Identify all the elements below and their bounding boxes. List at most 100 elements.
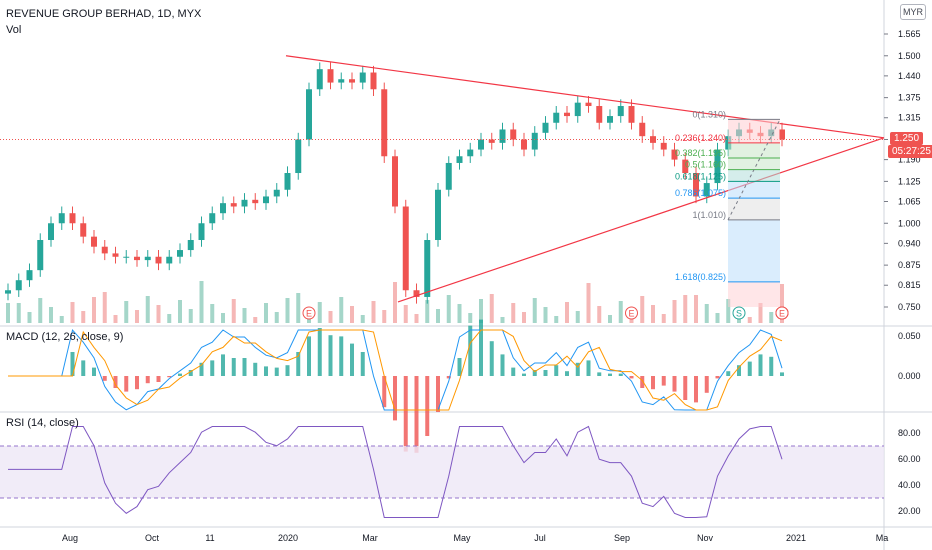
candle-body (402, 206, 409, 291)
volume-bar (543, 307, 548, 323)
macd-histogram-bar (457, 358, 462, 376)
candle-body (349, 79, 355, 83)
macd-histogram-bar (661, 376, 666, 386)
candle-body (316, 69, 323, 90)
macd-histogram-bar (199, 362, 204, 376)
fib-level-label: 0(1.310) (692, 109, 726, 119)
x-tick-label: Ma (876, 533, 889, 543)
x-tick-label: 2020 (278, 533, 298, 543)
volume-bar (672, 300, 677, 323)
volume-bar (446, 295, 451, 323)
event-marker (775, 306, 789, 320)
candle-body (381, 89, 388, 157)
trendline-upper (285, 55, 885, 139)
volume-bar (726, 299, 731, 323)
macd-histogram-bar (231, 358, 236, 376)
candle-body (26, 270, 33, 281)
macd-histogram-bar (683, 376, 688, 400)
candle-body (456, 156, 463, 163)
macd-histogram-bar (651, 376, 655, 390)
macd-histogram-bar (704, 376, 709, 393)
candle-body (58, 213, 65, 224)
macd-histogram-bar (264, 366, 268, 376)
fib-zone (728, 281, 780, 307)
macd-histogram-bar (468, 325, 473, 376)
macd-histogram-bar (500, 354, 505, 376)
volume-bar (360, 315, 365, 323)
chart-title: REVENUE GROUP BERHAD, 1D, MYX (6, 8, 202, 20)
currency-button[interactable]: MYR (900, 4, 926, 20)
volume-bar (59, 316, 64, 323)
macd-histogram-bar (737, 365, 741, 376)
volume-bar (317, 302, 322, 323)
candle-body (660, 142, 667, 150)
macd-histogram-bar (780, 372, 784, 376)
trendline-lower (397, 137, 885, 303)
volume-bar (188, 309, 193, 323)
candle-body (273, 189, 280, 197)
candle-body (671, 149, 678, 160)
fib-zone (728, 219, 780, 282)
x-tick-label: Aug (62, 533, 78, 543)
price-tick-label: 1.375 (898, 93, 921, 103)
candle-body (69, 213, 76, 224)
macd-signal-line (8, 329, 783, 411)
candle-body (359, 72, 366, 83)
macd-histogram-bar (124, 376, 129, 392)
volume-bar (92, 297, 96, 323)
volume-bar (339, 297, 344, 323)
candle-body (617, 106, 624, 117)
macd-histogram-bar (167, 376, 172, 378)
x-tick-label: 11 (205, 533, 214, 543)
macd-histogram-bar (135, 376, 139, 390)
macd-histogram-bar (296, 352, 301, 376)
price-tick-label: 0.875 (898, 260, 921, 270)
candle-body (574, 102, 581, 117)
candle-body (564, 112, 570, 117)
volume-bar (747, 317, 752, 323)
price-tick-label: 1.000 (898, 218, 921, 228)
fib-level-label: 0.5(1.160) (685, 160, 726, 170)
fib-level-label: 0.786(1.075) (675, 188, 726, 198)
event-marker (625, 306, 638, 320)
volume-bar (328, 311, 333, 323)
candle-body (144, 256, 151, 261)
volume-bar (565, 302, 569, 323)
volume-bar (371, 301, 376, 323)
candle-body (177, 250, 183, 257)
volume-bar (511, 303, 516, 323)
macd-histogram-bar (403, 376, 408, 452)
candle-body (327, 69, 334, 83)
candle-body (295, 139, 302, 174)
macd-histogram-bar (328, 335, 333, 376)
fib-level-label: 0.382(1.195) (675, 148, 726, 158)
candle-body (306, 89, 312, 140)
volume-bar (38, 298, 43, 323)
macd-histogram-bar (769, 356, 774, 376)
fib-zone (728, 119, 780, 143)
macd-histogram-bar (210, 360, 215, 376)
event-marker-label: E (628, 309, 634, 319)
macd-histogram-bar (307, 336, 311, 376)
candle-body (779, 129, 785, 140)
volume-bar (554, 316, 559, 323)
rsi-tick-label: 20.00 (898, 506, 921, 516)
macd-histogram-bar (629, 376, 634, 379)
macd-histogram-bar (92, 367, 96, 376)
macd-tick-label: 0.000 (898, 371, 921, 381)
rsi-tick-label: 40.00 (898, 480, 921, 490)
macd-histogram-bar (543, 370, 548, 376)
candle-body (628, 106, 635, 123)
macd-histogram-bar (608, 373, 612, 376)
fib-level-label: 1.618(0.825) (675, 272, 726, 282)
price-tick-label: 1.125 (898, 176, 921, 186)
candle-body (252, 199, 259, 204)
macd-histogram-bar (70, 352, 75, 376)
volume-bar (6, 303, 10, 323)
volume-bar (586, 283, 591, 323)
macd-histogram-bar (102, 376, 107, 381)
macd-histogram-bar (758, 354, 763, 376)
candle-body (424, 240, 431, 297)
volume-bar (70, 302, 75, 323)
